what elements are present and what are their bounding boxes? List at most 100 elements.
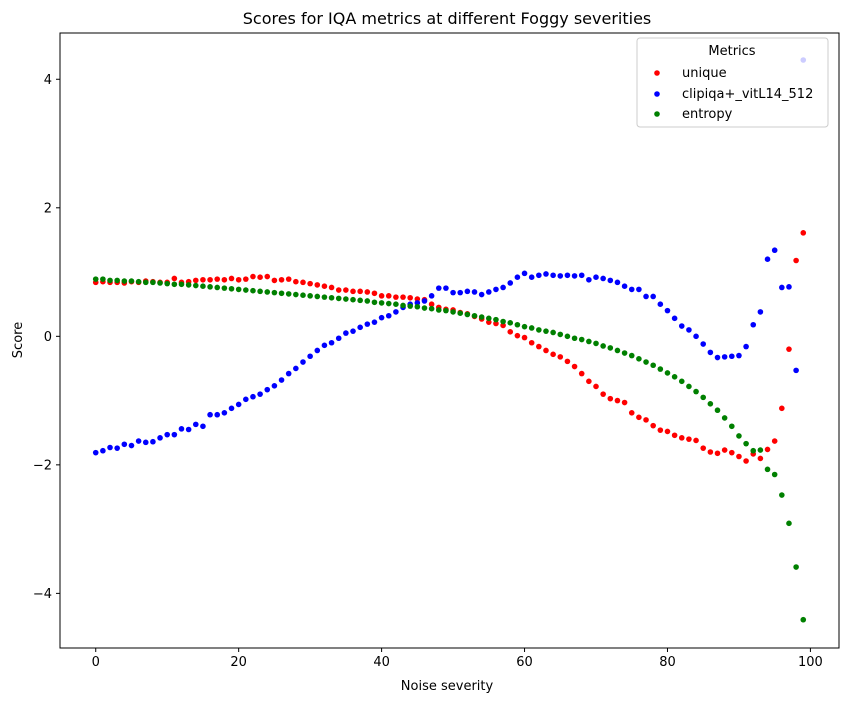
data-point bbox=[464, 311, 471, 318]
data-point bbox=[142, 279, 149, 286]
data-point bbox=[135, 278, 142, 285]
data-point bbox=[750, 447, 757, 454]
data-point bbox=[314, 347, 321, 354]
data-point bbox=[793, 257, 799, 264]
data-point bbox=[514, 332, 521, 339]
data-point bbox=[721, 447, 728, 453]
data-point bbox=[500, 318, 506, 325]
data-point bbox=[428, 293, 435, 299]
data-point bbox=[514, 274, 521, 281]
data-point bbox=[192, 282, 199, 289]
data-point bbox=[657, 427, 664, 433]
data-point bbox=[164, 431, 171, 438]
data-point bbox=[564, 272, 571, 279]
data-point bbox=[514, 321, 521, 328]
data-point bbox=[400, 302, 406, 309]
data-point bbox=[628, 286, 635, 293]
data-point bbox=[421, 305, 428, 311]
data-point bbox=[628, 352, 635, 359]
x-tick-label: 20 bbox=[230, 655, 247, 670]
data-point bbox=[157, 280, 163, 286]
data-point bbox=[786, 284, 792, 290]
legend-entry-unique: unique bbox=[682, 66, 727, 81]
data-point bbox=[128, 442, 135, 449]
y-tick-label: 4 bbox=[44, 73, 52, 88]
data-point bbox=[450, 309, 456, 315]
data-point bbox=[214, 276, 221, 282]
data-point bbox=[664, 428, 671, 435]
data-point bbox=[614, 347, 621, 354]
data-point bbox=[678, 323, 685, 329]
data-point bbox=[771, 471, 778, 478]
data-point bbox=[264, 386, 271, 393]
data-point bbox=[593, 383, 599, 390]
chart-title: Scores for IQA metrics at different Fogg… bbox=[243, 9, 652, 28]
data-point bbox=[464, 288, 471, 295]
data-point bbox=[92, 276, 99, 282]
data-point bbox=[114, 277, 120, 284]
data-point bbox=[107, 277, 113, 284]
data-point bbox=[207, 276, 213, 283]
data-point bbox=[314, 282, 321, 288]
data-point bbox=[407, 303, 413, 309]
data-point bbox=[700, 341, 707, 347]
data-point bbox=[278, 290, 285, 297]
data-point bbox=[707, 349, 714, 356]
data-point bbox=[92, 449, 99, 456]
data-point bbox=[743, 440, 749, 447]
data-point bbox=[192, 277, 199, 284]
data-point bbox=[100, 447, 106, 454]
data-point bbox=[657, 366, 664, 372]
data-point bbox=[800, 230, 807, 236]
x-tick-label: 100 bbox=[798, 655, 823, 670]
data-point bbox=[300, 279, 306, 286]
y-tick-label: −2 bbox=[33, 458, 52, 473]
data-point bbox=[307, 280, 313, 287]
data-point bbox=[221, 409, 228, 416]
data-point bbox=[578, 272, 585, 279]
data-point bbox=[800, 616, 807, 623]
data-point bbox=[607, 345, 614, 351]
data-point bbox=[600, 343, 606, 349]
data-point bbox=[250, 393, 256, 400]
data-point bbox=[728, 449, 735, 456]
data-point bbox=[486, 319, 492, 325]
data-point bbox=[578, 370, 585, 377]
data-point bbox=[214, 411, 221, 418]
data-point bbox=[564, 358, 571, 365]
data-point bbox=[643, 417, 649, 423]
data-point bbox=[528, 274, 535, 281]
data-point bbox=[493, 320, 499, 327]
data-point bbox=[478, 291, 485, 298]
series-1 bbox=[92, 57, 807, 456]
data-point bbox=[471, 312, 478, 319]
data-point bbox=[428, 301, 435, 307]
data-point bbox=[586, 378, 592, 385]
data-point bbox=[450, 289, 456, 296]
x-tick-label: 0 bbox=[92, 655, 100, 670]
x-axis-label: Noise severity bbox=[401, 679, 494, 694]
data-point bbox=[507, 320, 514, 326]
data-point bbox=[728, 353, 735, 360]
data-point bbox=[228, 405, 235, 412]
data-point bbox=[678, 435, 685, 441]
data-point bbox=[364, 289, 371, 295]
data-point bbox=[378, 293, 385, 299]
y-axis-label: Score bbox=[11, 322, 26, 358]
data-point bbox=[378, 314, 385, 321]
data-point bbox=[593, 340, 599, 347]
data-point bbox=[407, 294, 413, 301]
data-point bbox=[343, 296, 349, 302]
data-point bbox=[357, 288, 363, 295]
data-point bbox=[335, 287, 342, 293]
data-point bbox=[786, 520, 792, 527]
data-point bbox=[714, 407, 721, 414]
data-point bbox=[736, 453, 742, 460]
data-point bbox=[764, 466, 771, 473]
data-point bbox=[371, 319, 378, 325]
data-point bbox=[557, 354, 564, 360]
data-point bbox=[321, 294, 328, 300]
data-point bbox=[257, 274, 263, 281]
data-point bbox=[321, 283, 328, 289]
data-point bbox=[779, 492, 785, 498]
